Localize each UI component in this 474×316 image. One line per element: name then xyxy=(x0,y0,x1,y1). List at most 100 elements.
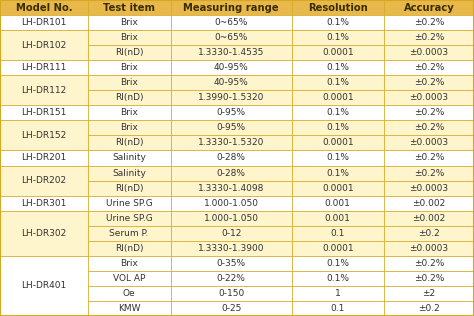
Bar xyxy=(292,75,384,90)
Text: 1.3330-1.3900: 1.3330-1.3900 xyxy=(198,244,264,253)
Bar xyxy=(292,166,384,180)
Text: ±0.2%: ±0.2% xyxy=(414,154,444,162)
Text: Test item: Test item xyxy=(103,3,155,13)
Bar xyxy=(0,30,88,60)
Text: ±0.0003: ±0.0003 xyxy=(410,184,448,192)
Bar xyxy=(384,45,474,60)
Text: ±0.0003: ±0.0003 xyxy=(410,48,448,57)
Text: ±0.2: ±0.2 xyxy=(418,229,440,238)
Text: 0.1%: 0.1% xyxy=(326,168,349,178)
Text: 0.1%: 0.1% xyxy=(326,259,349,268)
Bar xyxy=(171,150,292,166)
Bar xyxy=(171,15,292,30)
Bar xyxy=(88,211,171,226)
Bar xyxy=(384,30,474,45)
Bar xyxy=(171,286,292,301)
Bar xyxy=(292,105,384,120)
Text: LH-DR112: LH-DR112 xyxy=(21,86,66,95)
Bar xyxy=(171,0,292,15)
Text: 0.1%: 0.1% xyxy=(326,274,349,283)
Text: Brix: Brix xyxy=(120,33,138,42)
Text: LH-DR152: LH-DR152 xyxy=(21,131,66,140)
Bar xyxy=(88,166,171,180)
Bar xyxy=(384,271,474,286)
Bar xyxy=(88,0,171,15)
Bar xyxy=(171,75,292,90)
Text: ±0.002: ±0.002 xyxy=(412,214,446,223)
Text: 0.1%: 0.1% xyxy=(326,154,349,162)
Bar xyxy=(171,211,292,226)
Text: ±0.2%: ±0.2% xyxy=(414,78,444,87)
Bar xyxy=(88,286,171,301)
Bar xyxy=(292,60,384,75)
Bar xyxy=(292,45,384,60)
Text: Brix: Brix xyxy=(120,124,138,132)
Text: Accuracy: Accuracy xyxy=(403,3,455,13)
Bar xyxy=(171,60,292,75)
Text: 0.0001: 0.0001 xyxy=(322,48,354,57)
Bar xyxy=(171,90,292,105)
Text: Urine SP.G: Urine SP.G xyxy=(106,214,153,223)
Bar xyxy=(88,256,171,271)
Text: 1.3990-1.5320: 1.3990-1.5320 xyxy=(198,93,264,102)
Bar xyxy=(171,105,292,120)
Bar xyxy=(292,180,384,196)
Text: ±0.2: ±0.2 xyxy=(418,304,440,313)
Text: LH-DR302: LH-DR302 xyxy=(21,229,66,238)
Text: LH-DR301: LH-DR301 xyxy=(21,199,66,208)
Bar xyxy=(88,301,171,316)
Bar xyxy=(171,226,292,241)
Bar xyxy=(384,211,474,226)
Text: 0-150: 0-150 xyxy=(218,289,244,298)
Bar xyxy=(171,256,292,271)
Text: 0.1: 0.1 xyxy=(330,304,345,313)
Bar xyxy=(292,90,384,105)
Text: Resolution: Resolution xyxy=(308,3,368,13)
Bar xyxy=(384,15,474,30)
Text: Urine SP.G: Urine SP.G xyxy=(106,199,153,208)
Bar xyxy=(384,105,474,120)
Text: ±0.002: ±0.002 xyxy=(412,199,446,208)
Bar xyxy=(88,136,171,150)
Bar xyxy=(0,75,88,105)
Text: Measuring range: Measuring range xyxy=(183,3,279,13)
Text: 0~65%: 0~65% xyxy=(214,33,248,42)
Bar xyxy=(384,136,474,150)
Text: ±0.2%: ±0.2% xyxy=(414,33,444,42)
Text: Salinity: Salinity xyxy=(112,168,146,178)
Text: RI(nD): RI(nD) xyxy=(115,138,144,148)
Bar xyxy=(171,271,292,286)
Text: 0-22%: 0-22% xyxy=(217,274,246,283)
Bar xyxy=(88,241,171,256)
Bar xyxy=(0,15,88,30)
Text: Brix: Brix xyxy=(120,108,138,117)
Text: ±0.2%: ±0.2% xyxy=(414,274,444,283)
Text: 0.0001: 0.0001 xyxy=(322,93,354,102)
Bar xyxy=(88,120,171,136)
Bar xyxy=(292,241,384,256)
Text: ±2: ±2 xyxy=(422,289,436,298)
Text: 0.1%: 0.1% xyxy=(326,33,349,42)
Text: 1.3330-1.4535: 1.3330-1.4535 xyxy=(198,48,264,57)
Text: LH-DR202: LH-DR202 xyxy=(21,176,66,185)
Text: 40-95%: 40-95% xyxy=(214,78,248,87)
Bar xyxy=(384,226,474,241)
Bar xyxy=(384,166,474,180)
Text: 0-95%: 0-95% xyxy=(217,124,246,132)
Text: 0-35%: 0-35% xyxy=(217,259,246,268)
Bar xyxy=(384,301,474,316)
Bar xyxy=(88,271,171,286)
Text: 0.1: 0.1 xyxy=(330,229,345,238)
Bar xyxy=(88,196,171,211)
Bar xyxy=(171,45,292,60)
Text: Brix: Brix xyxy=(120,78,138,87)
Bar xyxy=(292,271,384,286)
Bar xyxy=(88,180,171,196)
Text: 0.1%: 0.1% xyxy=(326,18,349,27)
Text: 0.0001: 0.0001 xyxy=(322,138,354,148)
Text: 1.000-1.050: 1.000-1.050 xyxy=(203,214,259,223)
Bar xyxy=(292,301,384,316)
Bar xyxy=(171,136,292,150)
Bar xyxy=(384,90,474,105)
Bar xyxy=(384,286,474,301)
